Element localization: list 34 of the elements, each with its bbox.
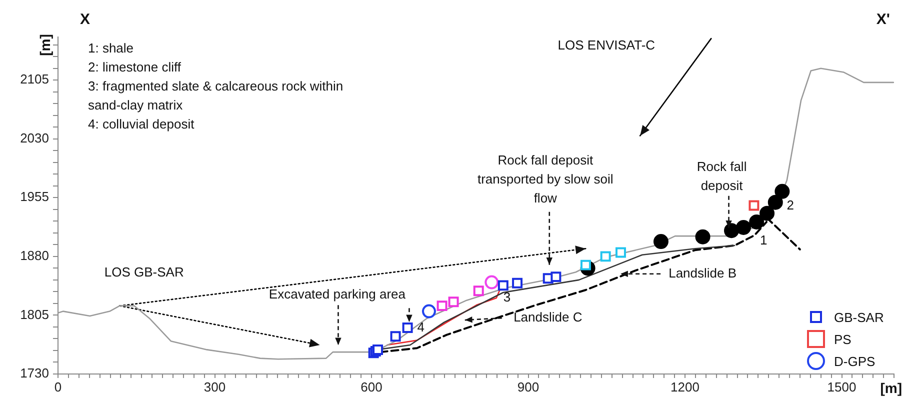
legend-label: PS <box>834 332 852 346</box>
annotation: Landslide C <box>514 310 582 325</box>
text: X' <box>876 11 890 28</box>
annotation: 4: colluvial deposit <box>88 116 195 132</box>
y-tick-label: 1955 <box>20 189 49 204</box>
annotation: Excavated parking area <box>268 286 406 302</box>
y-tick-label: 1730 <box>20 366 49 381</box>
annotation: 1: shale <box>88 40 134 56</box>
x-axis-title: [m] <box>880 380 902 396</box>
y-tick-label: 2105 <box>20 72 49 87</box>
x-tick-label: 300 <box>204 379 226 394</box>
y-axis-title: [m] <box>36 34 53 56</box>
annotation: Rock fall deposit <box>696 158 747 193</box>
x-tick-label: 0 <box>54 379 62 394</box>
x-tick-label: 600 <box>360 379 382 394</box>
y-tick-label: 2030 <box>20 130 49 146</box>
annotation: 3 <box>503 289 511 304</box>
y-tick-label: 1805 <box>20 306 49 322</box>
annotation: 2 <box>786 197 794 212</box>
annotation: Rock fall deposit transported by slow soil flow <box>477 152 614 206</box>
annotation: 4 <box>417 320 424 335</box>
annotation: 3: fragmented slate & calcareous rock within sand-clay matrix <box>88 78 344 113</box>
legend-label: D-GPS <box>834 354 876 368</box>
annotation: 1 <box>760 232 768 248</box>
y-tick-label: 1880 <box>20 248 49 264</box>
text: X <box>80 11 90 28</box>
x-tick-label: 1200 <box>670 379 700 394</box>
x-tick-label: 900 <box>517 379 540 394</box>
annotation: Landslide B <box>668 265 737 280</box>
legend-label: GB-SAR <box>834 310 884 324</box>
x-tick-label: 1500 <box>827 379 856 394</box>
annotation: 2: limestone cliff <box>88 60 182 75</box>
annotation: LOS ENVISAT-C <box>558 38 656 53</box>
annotation: LOS GB-SAR <box>104 264 184 280</box>
